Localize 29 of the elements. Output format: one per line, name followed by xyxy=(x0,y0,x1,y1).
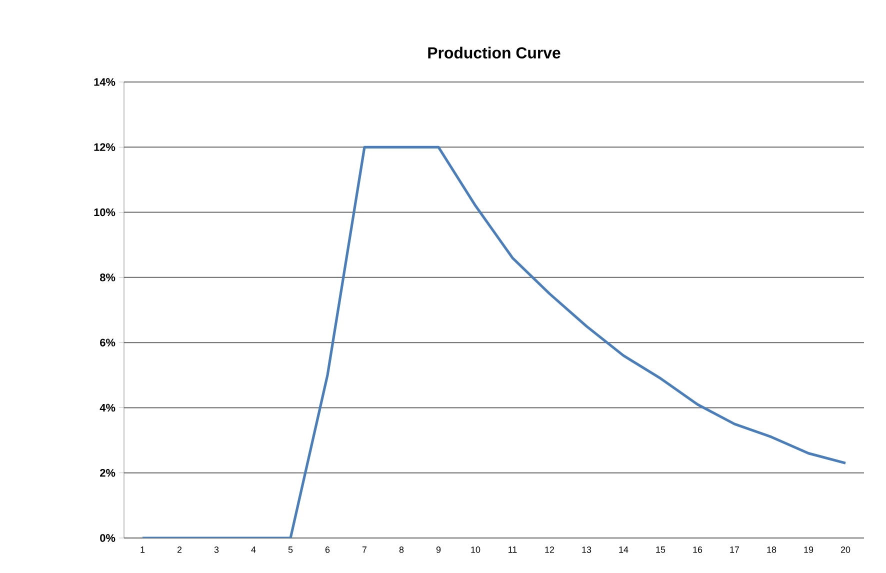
x-tick-label: 19 xyxy=(804,546,814,553)
x-tick-label: 13 xyxy=(582,546,592,553)
x-tick-label: 2 xyxy=(177,546,182,553)
y-tick-label: 14% xyxy=(94,78,116,86)
x-tick-label: 6 xyxy=(325,546,330,553)
y-tick-label: 0% xyxy=(100,534,116,542)
x-tick-label: 20 xyxy=(840,546,850,553)
x-tick-label: 7 xyxy=(362,546,367,553)
x-tick-label: 14 xyxy=(619,546,628,553)
x-tick-label: 3 xyxy=(214,546,219,553)
x-tick-label: 17 xyxy=(730,546,740,553)
y-tick-label: 6% xyxy=(100,338,116,346)
x-tick-label: 1 xyxy=(140,546,145,553)
x-tick-label: 15 xyxy=(656,546,666,553)
y-tick-label: 8% xyxy=(100,274,116,282)
y-tick-label: 10% xyxy=(94,208,116,216)
x-tick-label: 10 xyxy=(471,546,480,553)
x-tick-label: 8 xyxy=(399,546,404,553)
y-tick-label: 4% xyxy=(100,404,116,412)
chart-title: Production Curve xyxy=(428,46,560,58)
x-tick-label: 5 xyxy=(288,546,293,553)
x-tick-label: 12 xyxy=(545,546,554,553)
x-tick-label: 11 xyxy=(508,546,517,553)
x-tick-label: 4 xyxy=(251,546,256,553)
x-tick-label: 16 xyxy=(693,546,702,553)
x-tick-label: 9 xyxy=(436,546,441,553)
x-tick-label: 18 xyxy=(767,546,776,553)
y-tick-label: 12% xyxy=(94,143,116,151)
y-tick-label: 2% xyxy=(100,469,116,477)
